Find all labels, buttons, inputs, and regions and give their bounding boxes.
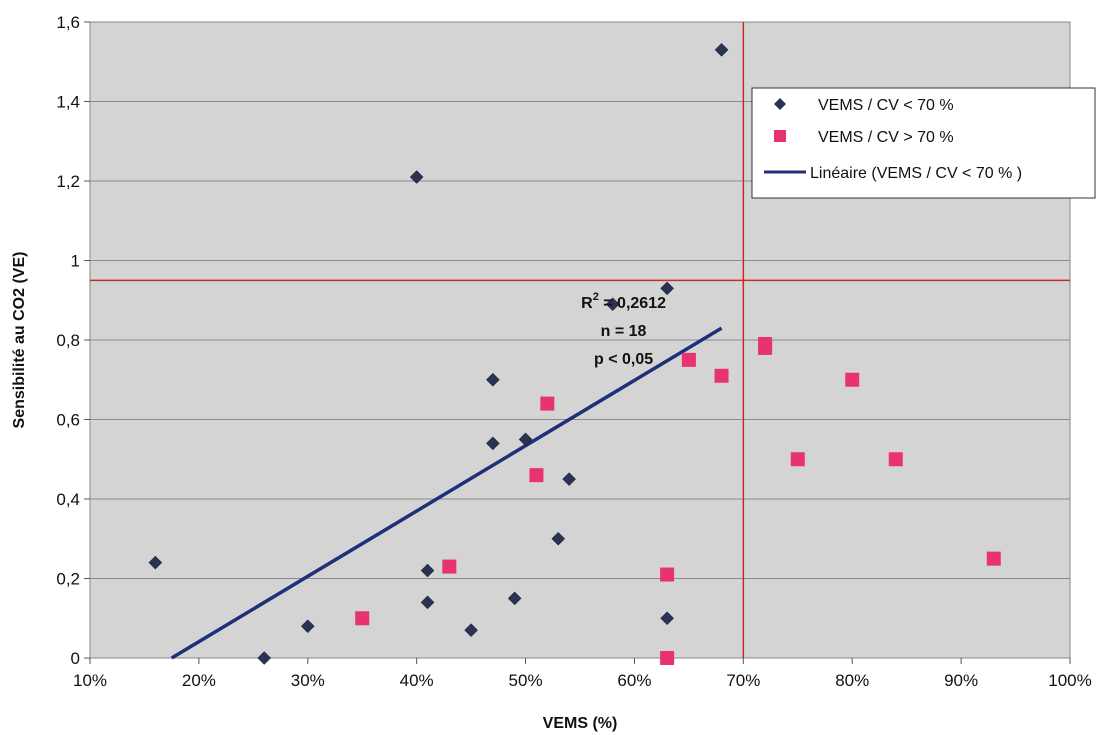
data-points <box>148 42 1001 665</box>
annotation-r2-value: = 0,2612 <box>599 295 666 312</box>
annotation-n: n = 18 <box>601 323 647 340</box>
y-axis-title: Sensibilité au CO2 (VE) <box>11 252 28 429</box>
point-square-13 <box>986 551 1001 566</box>
trendline <box>170 326 723 660</box>
annotation-r2-label: R <box>581 295 593 312</box>
point-diamond-2 <box>300 619 315 634</box>
y-tick-label-7: 1,4 <box>56 93 80 112</box>
point-diamond-12 <box>562 472 576 486</box>
y-axis-ticks: 0 0,2 0,4 0,6 0,8 1 1,2 1,4 1,6 <box>56 13 90 668</box>
point-square-4 <box>660 567 675 582</box>
x-tick-label-6: 70% <box>726 671 760 690</box>
legend-label-series-2: VEMS / CV > 70 % <box>818 129 954 146</box>
point-square-3 <box>540 396 555 411</box>
point-square-11 <box>845 372 860 387</box>
point-diamond-15 <box>660 611 674 626</box>
point-diamond-9 <box>507 591 522 606</box>
x-tick-label-3: 40% <box>400 671 434 690</box>
x-tick-label-0: 10% <box>73 671 107 690</box>
point-diamond-4 <box>420 563 435 578</box>
x-tick-label-8: 90% <box>944 671 978 690</box>
annotation: R2 = 0,2612 n = 18 p < 0,05 <box>581 291 666 368</box>
x-tick-label-9: 100% <box>1048 671 1091 690</box>
y-tick-label-2: 0,4 <box>56 490 80 509</box>
point-diamond-11 <box>551 531 566 546</box>
y-tick-label-1: 0,2 <box>56 570 80 589</box>
point-square-12 <box>888 452 903 467</box>
y-tick-label-4: 0,8 <box>56 331 80 350</box>
legend-marker-square <box>774 130 786 142</box>
point-diamond-13 <box>605 297 620 312</box>
point-square-2 <box>529 468 544 483</box>
y-tick-label-6: 1,2 <box>56 172 80 191</box>
x-tick-label-2: 30% <box>291 671 325 690</box>
legend: VEMS / CV < 70 % VEMS / CV > 70 % Linéai… <box>751 87 1096 199</box>
point-square-7 <box>714 368 729 383</box>
y-tick-label-8: 1,6 <box>56 13 80 32</box>
point-diamond-5 <box>420 595 435 610</box>
annotation-p: p < 0,05 <box>594 351 653 368</box>
reference-lines <box>90 22 1070 658</box>
x-tick-label-1: 20% <box>182 671 216 690</box>
x-tick-label-7: 80% <box>835 671 869 690</box>
point-diamond-14 <box>660 281 674 296</box>
point-diamond-3 <box>409 170 424 184</box>
y-tick-label-5: 1 <box>71 252 80 271</box>
legend-label-trendline: Linéaire (VEMS / CV < 70 % ) <box>810 165 1022 182</box>
legend-box <box>751 87 1096 199</box>
point-diamond-0 <box>148 555 163 570</box>
y-tick-label-3: 0,6 <box>56 411 80 430</box>
point-square-1 <box>442 559 457 574</box>
trendline-group <box>170 326 723 660</box>
annotation-r2-exp: 2 <box>593 291 599 303</box>
point-diamond-8 <box>486 436 500 451</box>
point-square-0 <box>355 611 370 626</box>
point-square-10 <box>790 452 805 467</box>
point-square-5 <box>660 651 675 665</box>
point-diamond-16 <box>714 42 729 57</box>
point-diamond-6 <box>464 623 478 638</box>
point-diamond-7 <box>486 372 500 387</box>
legend-label-series-1: VEMS / CV < 70 % <box>818 97 954 114</box>
legend-marker-diamond <box>774 98 786 110</box>
x-axis-ticks: 10% 20% 30% 40% 50% 60% 70% 80% 90% 100% <box>73 658 1092 690</box>
x-tick-label-4: 50% <box>509 671 543 690</box>
x-axis-title: VEMS (%) <box>543 715 618 732</box>
point-square-9 <box>758 340 773 355</box>
point-diamond-10 <box>518 432 533 447</box>
annotation-r2: R2 = 0,2612 <box>581 291 666 312</box>
point-diamond-1 <box>257 651 272 665</box>
point-square-6 <box>681 352 696 367</box>
x-tick-label-5: 60% <box>617 671 651 690</box>
y-tick-label-0: 0 <box>71 649 80 668</box>
